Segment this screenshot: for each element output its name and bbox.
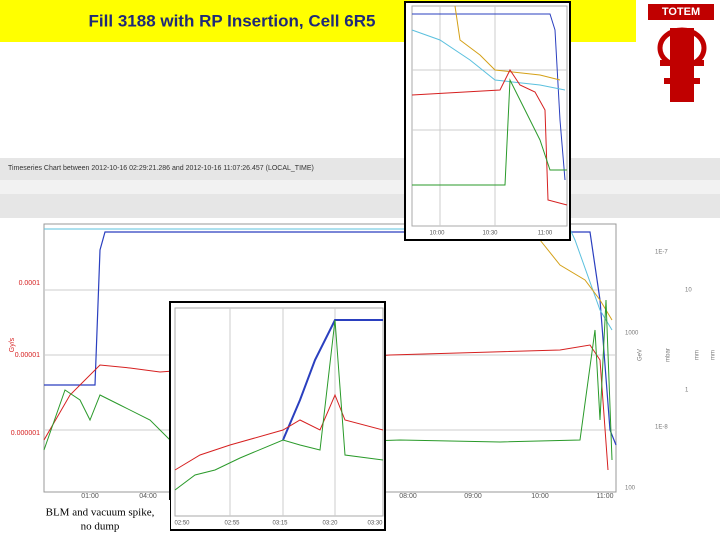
y-axis-label: Gy/s: [9, 337, 16, 352]
x-tick-label: 02:55: [224, 521, 240, 527]
caption-line: no dump: [81, 521, 120, 533]
x-tick-label: 11:00: [597, 493, 614, 500]
right-axis-label: mm: [695, 350, 701, 360]
x-tick-label: 09:00: [464, 493, 482, 500]
right-tick-label: 10: [685, 288, 692, 294]
x-tick-label: 03:15: [272, 521, 288, 527]
y-tick-label: 0.000001: [11, 430, 40, 437]
x-tick-label: 10:00: [429, 231, 445, 237]
y-tick-label: 0.0001: [19, 280, 41, 287]
x-tick-label: 10:00: [531, 493, 549, 500]
logo-text: TOTEM: [662, 6, 700, 18]
x-tick-label: 08:00: [399, 493, 417, 500]
inset-bottom: 02:50 02:55 03:15 03:20 03:30: [169, 301, 386, 531]
x-tick-label: 02:50: [174, 521, 190, 527]
y-tick-label: 0.00001: [15, 352, 40, 359]
x-tick-label: 03:30: [367, 521, 383, 527]
slide-title: Fill 3188 with RP Insertion, Cell 6R5: [89, 11, 376, 30]
right-tick-label: 1000: [625, 331, 639, 337]
caption-box: [44, 500, 170, 536]
right-tick-label: 1E-7: [655, 250, 668, 256]
logo: TOTEM: [648, 4, 714, 102]
chart-header: Timeseries Chart between 2012-10-16 02:2…: [8, 165, 314, 172]
x-tick-label: 10:30: [482, 231, 498, 237]
inset-top: 10:00 10:30 11:00: [404, 1, 571, 241]
caption-line: BLM and vacuum spike,: [46, 507, 155, 519]
right-tick-label: 1E-8: [655, 425, 668, 431]
x-tick-label: 11:00: [538, 231, 553, 237]
right-axis-label: GeV: [638, 349, 644, 361]
right-axis-label: mm: [711, 350, 717, 360]
x-tick-label: 04:00: [139, 493, 157, 500]
right-axis-label: mbar: [666, 348, 672, 362]
x-tick-label: 01:00: [81, 493, 99, 500]
x-tick-label: 03:20: [322, 521, 338, 527]
right-tick-label: 1: [685, 388, 689, 394]
right-tick-label: 100: [625, 486, 636, 492]
